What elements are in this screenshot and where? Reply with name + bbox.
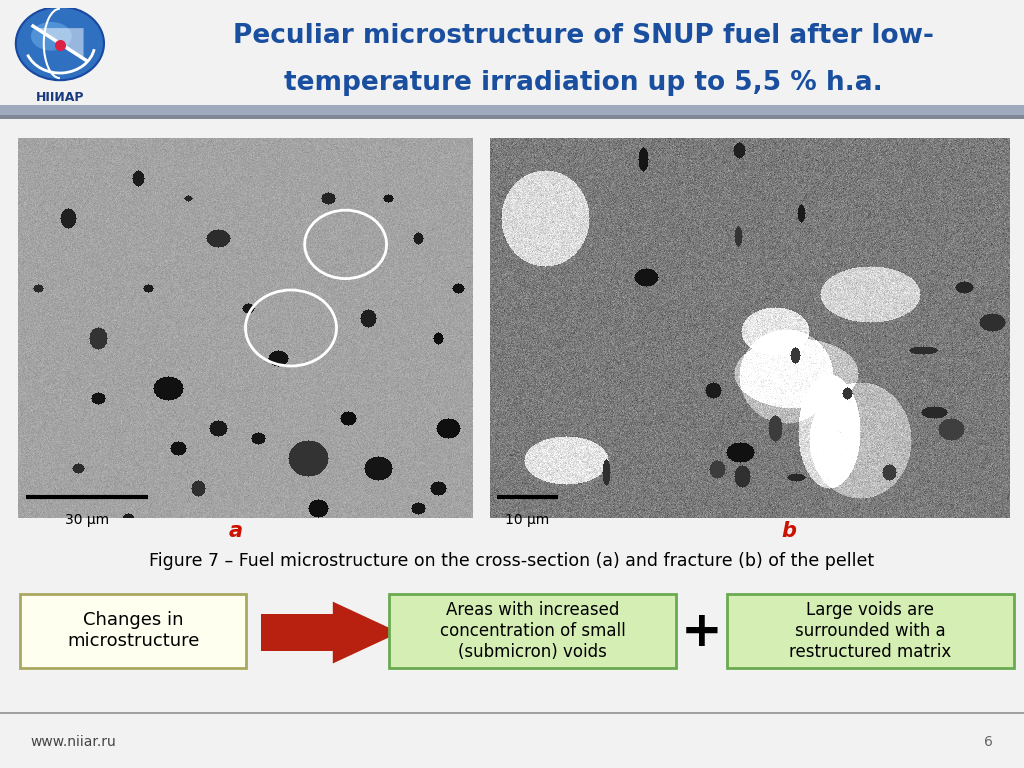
FancyBboxPatch shape <box>389 594 676 668</box>
Text: Large voids are
surrounded with a
restructured matrix: Large voids are surrounded with a restru… <box>790 601 951 660</box>
Text: a: a <box>228 521 243 541</box>
Bar <box>0 115 1024 119</box>
FancyBboxPatch shape <box>20 594 246 668</box>
Bar <box>261 614 333 651</box>
Polygon shape <box>39 28 84 59</box>
Text: b: b <box>781 521 796 541</box>
Ellipse shape <box>15 7 104 80</box>
Bar <box>0 712 1024 714</box>
Polygon shape <box>333 601 399 664</box>
Text: 30 μm: 30 μm <box>65 513 110 528</box>
Text: Areas with increased
concentration of small
(submicron) voids: Areas with increased concentration of sm… <box>439 601 626 660</box>
Text: НIIИАР: НIIИАР <box>36 91 84 104</box>
Ellipse shape <box>31 22 72 51</box>
FancyBboxPatch shape <box>727 594 1014 668</box>
Text: 6: 6 <box>984 735 993 749</box>
Bar <box>0 104 1024 119</box>
Text: www.niiar.ru: www.niiar.ru <box>31 735 117 749</box>
Text: +: + <box>681 607 722 656</box>
Text: Peculiar microstructure of SNUP fuel after low-: Peculiar microstructure of SNUP fuel aft… <box>233 23 934 48</box>
Text: temperature irradiation up to 5,5 % h.a.: temperature irradiation up to 5,5 % h.a. <box>285 71 883 96</box>
Text: Changes in
microstructure: Changes in microstructure <box>67 611 200 650</box>
Text: 10 μm: 10 μm <box>505 513 550 528</box>
Text: Figure 7 – Fuel microstructure on the cross-section (a) and fracture (b) of the : Figure 7 – Fuel microstructure on the cr… <box>150 551 874 570</box>
